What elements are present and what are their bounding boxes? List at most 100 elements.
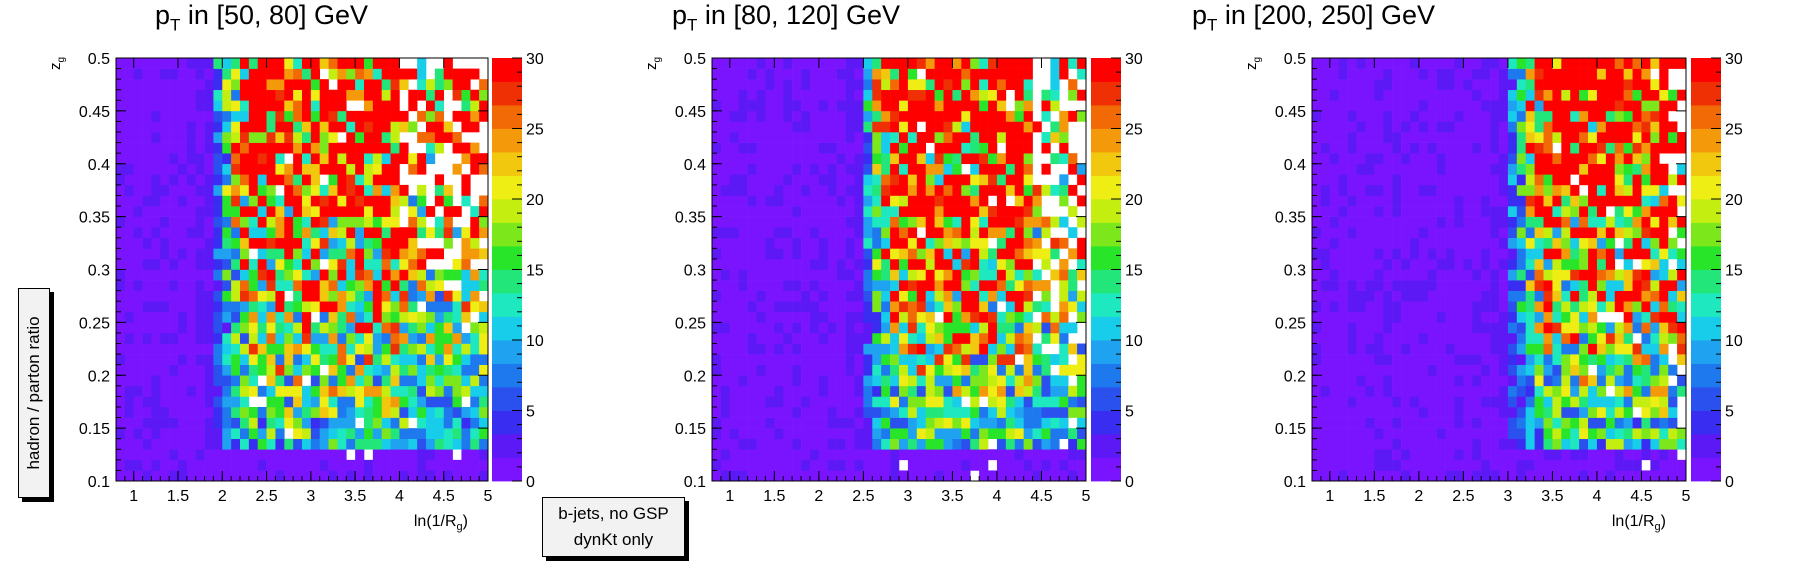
heatmap-cell: [1356, 406, 1366, 418]
heatmap-cell: [827, 237, 837, 249]
heatmap-cell: [818, 396, 829, 408]
heatmap-cell: [195, 174, 205, 186]
heatmap-cell: [417, 343, 427, 355]
heatmap-cell: [1365, 470, 1375, 482]
heatmap-cell: [720, 184, 731, 196]
heatmap-cell: [863, 58, 873, 69]
heatmap-cell: [747, 269, 757, 281]
heatmap-cell: [470, 459, 480, 471]
heatmap-cell: [240, 216, 250, 228]
heatmap-cell: [142, 470, 152, 482]
heatmap-cell: [178, 79, 188, 91]
heatmap-cell: [863, 438, 873, 450]
heatmap-cell: [712, 110, 722, 122]
heatmap-cell: [1418, 68, 1429, 80]
heatmap-cell: [783, 216, 793, 228]
heatmap-cell: [1356, 343, 1366, 355]
heatmap-cell: [169, 406, 179, 418]
heatmap-cell: [1605, 195, 1616, 207]
heatmap-cell: [729, 438, 740, 450]
heatmap-cell: [479, 343, 489, 355]
heatmap-cell: [1023, 227, 1033, 239]
heatmap-cell: [302, 364, 312, 376]
heatmap-cell: [310, 269, 321, 281]
heatmap-cell: [1605, 343, 1616, 355]
heatmap-cell: [854, 79, 864, 91]
heatmap-cell: [1356, 396, 1366, 408]
heatmap-cell: [899, 163, 909, 175]
heatmap-cell: [204, 110, 214, 122]
heatmap-cell: [302, 470, 312, 482]
heatmap-cell: [925, 79, 935, 91]
heatmap-cell: [160, 375, 170, 387]
heatmap-cell: [275, 364, 285, 376]
heatmap-cell: [372, 89, 383, 101]
heatmap-cell: [818, 153, 829, 165]
heatmap-cell: [1436, 354, 1446, 365]
heatmap-cell: [1401, 248, 1411, 260]
heatmap-cell: [1005, 322, 1016, 334]
heatmap-cell: [195, 100, 205, 112]
heatmap-cell: [809, 79, 820, 91]
heatmap-cell: [765, 438, 775, 450]
heatmap-cell: [1005, 58, 1016, 69]
heatmap-cell: [1436, 301, 1446, 313]
heatmap-cell: [1374, 258, 1384, 270]
heatmap-cell: [818, 216, 829, 228]
heatmap-cell: [979, 132, 989, 143]
heatmap-cell: [801, 163, 811, 175]
heatmap-cell: [1418, 58, 1429, 69]
heatmap-cell: [1418, 110, 1429, 122]
heatmap-cell: [124, 58, 135, 69]
heatmap-cell: [1490, 396, 1500, 408]
heatmap-cell: [1543, 396, 1553, 408]
heatmap-cell: [801, 470, 811, 482]
heatmap-cell: [1383, 364, 1393, 376]
heatmap-cell: [337, 354, 347, 365]
heatmap-cell: [1347, 206, 1357, 217]
heatmap-cell: [213, 354, 223, 365]
heatmap-cell: [1596, 58, 1607, 69]
heatmap-cell: [925, 100, 935, 112]
heatmap-cell: [142, 311, 152, 323]
heatmap-cell: [970, 438, 980, 450]
heatmap-cell: [1356, 237, 1366, 249]
heatmap-cell: [257, 100, 267, 112]
heatmap-cell: [872, 206, 882, 217]
heatmap-cell: [747, 332, 757, 344]
heatmap-cell: [881, 195, 891, 207]
heatmap-cell: [240, 301, 250, 313]
heatmap-cell: [1472, 311, 1482, 323]
heatmap-cell: [1543, 417, 1553, 429]
heatmap-cell: [319, 153, 329, 165]
heatmap-cell: [881, 269, 891, 281]
x-axis-title: ln(1/Rg): [414, 513, 468, 533]
heatmap-cell: [1472, 470, 1482, 482]
heatmap-cell: [1023, 100, 1033, 112]
heatmap-cell: [774, 375, 784, 387]
heatmap-cell: [399, 417, 409, 429]
heatmap-cell: [1320, 58, 1331, 69]
heatmap-cell: [881, 301, 891, 313]
heatmap-cell: [1068, 459, 1078, 471]
z-tick-label: 0: [1125, 474, 1134, 491]
heatmap-cell: [881, 89, 891, 101]
heatmap-cell: [1445, 343, 1455, 355]
heatmap-cell: [854, 385, 864, 397]
heatmap-cell: [1490, 248, 1500, 260]
heatmap-cell: [907, 163, 918, 175]
heatmap-cell: [1014, 184, 1024, 196]
heatmap-cell: [1561, 385, 1571, 397]
heatmap-cell: [1516, 269, 1527, 281]
heatmap-cell: [916, 79, 927, 91]
heatmap-cell: [1356, 195, 1366, 207]
heatmap-cell: [712, 438, 722, 450]
heatmap-cell: [355, 184, 365, 196]
heatmap-cell: [783, 449, 793, 461]
heatmap-cell: [1463, 406, 1473, 418]
heatmap-cell: [952, 354, 962, 365]
heatmap-cell: [1383, 354, 1393, 365]
heatmap-cell: [783, 89, 793, 101]
heatmap-cell: [461, 248, 471, 260]
heatmap-cell: [1570, 89, 1580, 101]
